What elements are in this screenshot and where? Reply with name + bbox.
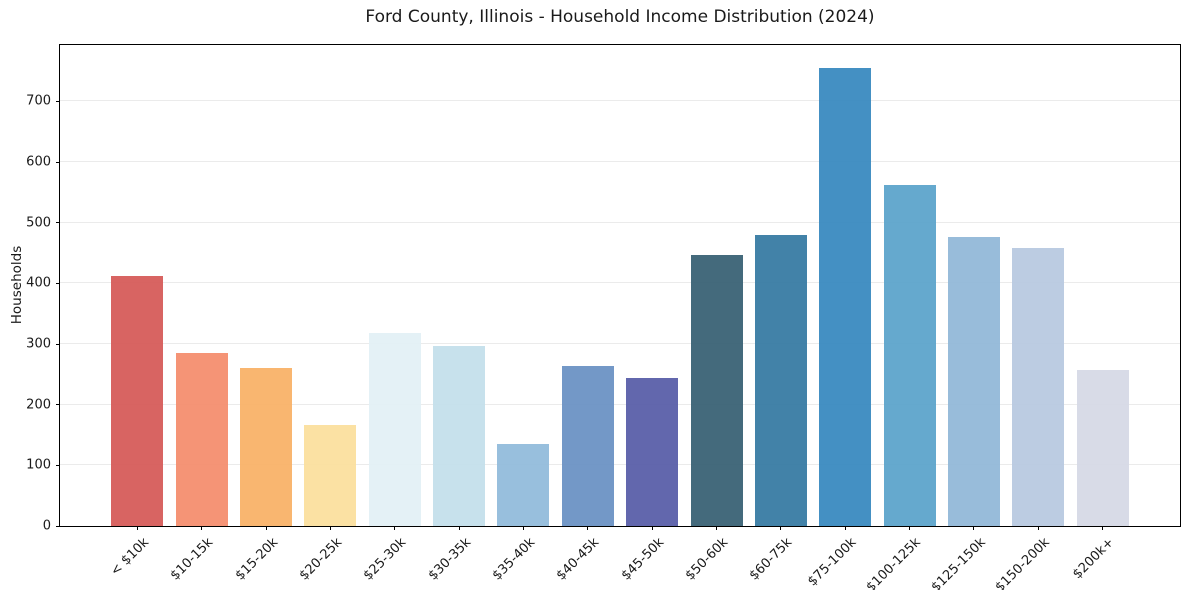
x-tick-mark — [651, 526, 653, 530]
x-tick-label: $15-20k — [232, 535, 281, 584]
x-tick-label: $200k+ — [1070, 535, 1118, 583]
x-tick-mark — [780, 526, 782, 530]
y-tick-mark — [56, 525, 60, 527]
bar-75-100k — [819, 68, 872, 526]
bar-200k — [1076, 370, 1129, 526]
bar-50-60k — [690, 255, 743, 526]
x-tick-label: $60-75k — [746, 535, 796, 584]
x-tick-mark — [1037, 526, 1039, 530]
x-tick-mark — [265, 526, 267, 530]
y-tick-label: 300 — [26, 336, 51, 352]
bar-125-150k — [947, 236, 1000, 526]
grid-line-500 — [60, 221, 1180, 223]
bar-25-30k — [368, 332, 421, 526]
x-tick-label: $10-15k — [167, 535, 217, 584]
grid-line-400 — [60, 282, 1180, 284]
x-tick-label: < $10k — [107, 535, 152, 580]
y-tick-label: 100 — [26, 457, 51, 473]
y-tick-label: 700 — [26, 93, 51, 109]
x-tick-mark — [394, 526, 396, 530]
y-tick-mark — [56, 100, 60, 102]
chart-title: Ford County, Illinois - Household Income… — [365, 7, 875, 27]
x-tick-mark — [329, 526, 331, 530]
y-tick-label: 400 — [26, 275, 51, 291]
y-tick-mark — [56, 464, 60, 466]
bar-60-75k — [754, 235, 807, 526]
x-tick-label: $125-150k — [928, 535, 989, 590]
y-tick-label: 0 — [42, 518, 51, 534]
x-tick-mark — [201, 526, 203, 530]
bar-150-200k — [1012, 247, 1065, 526]
x-tick-mark — [522, 526, 524, 530]
y-tick-mark — [56, 282, 60, 284]
y-tick-label: 200 — [26, 397, 51, 413]
bar-10k — [111, 275, 164, 526]
bar-40-45k — [561, 366, 614, 526]
bar-35-40k — [497, 443, 550, 526]
bar-100-125k — [883, 185, 936, 526]
y-tick-mark — [56, 161, 60, 163]
x-tick-mark — [716, 526, 718, 530]
x-tick-label: $25-30k — [360, 535, 410, 584]
grid-line-300 — [60, 343, 1180, 345]
x-tick-mark — [1102, 526, 1104, 530]
y-tick-label: 600 — [26, 154, 51, 170]
bar-30-35k — [433, 346, 486, 526]
bar-20-25k — [304, 424, 357, 526]
x-tick-label: $30-35k — [425, 535, 474, 584]
plot-area: 0 100 200 300 400 500 600 700 < $10k $10-15k $15-… — [26, 44, 1181, 590]
x-tick-mark — [909, 526, 911, 530]
x-tick-label: $45-50k — [618, 535, 667, 584]
x-tick-mark — [136, 526, 138, 530]
bar-15-20k — [240, 367, 293, 526]
grid-line-100 — [60, 464, 1180, 466]
x-tick-label: $50-60k — [682, 535, 732, 584]
x-tick-label: $35-40k — [489, 535, 539, 584]
bar-45-50k — [626, 378, 679, 526]
x-tick-mark — [973, 526, 975, 530]
grid-line-200 — [60, 403, 1180, 405]
y-tick-mark — [56, 222, 60, 224]
x-tick-label: $20-25k — [296, 535, 346, 584]
x-tick-mark — [844, 526, 846, 530]
grid-line-600 — [60, 161, 1180, 163]
x-tick-label: $40-45k — [553, 535, 603, 584]
bar-10-15k — [175, 353, 228, 526]
grid-line-700 — [60, 100, 1180, 102]
x-tick-mark — [458, 526, 460, 530]
x-tick-mark — [587, 526, 589, 530]
y-tick-mark — [56, 343, 60, 345]
x-tick-label: $150-200k — [992, 535, 1053, 590]
y-axis-label: Households — [9, 245, 25, 325]
x-tick-label: $75-100k — [805, 535, 860, 590]
x-tick-label: $100-125k — [863, 535, 925, 590]
y-tick-mark — [56, 404, 60, 406]
y-tick-label: 500 — [26, 215, 51, 231]
